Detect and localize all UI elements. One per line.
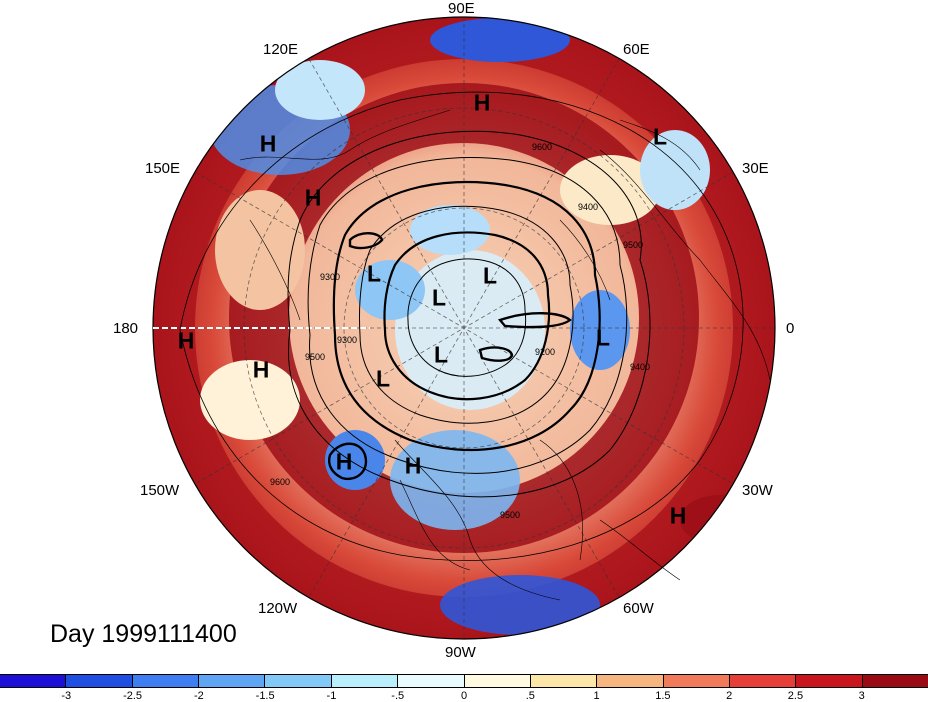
high-pressure-marker: H — [259, 130, 277, 157]
lon-label-60e: 60E — [623, 41, 650, 58]
colorbar-segment — [265, 675, 332, 687]
high-pressure-marker: H — [473, 89, 491, 116]
contour-label: 9600 — [532, 142, 552, 152]
contour-label: 9500 — [623, 240, 643, 250]
colorbar-tick-label: -1.5 — [255, 690, 275, 702]
contour-label: 9200 — [535, 347, 555, 357]
colorbar-tick-label: 3 — [858, 690, 865, 702]
high-pressure-marker: H — [177, 327, 195, 354]
colorbar-segment — [0, 675, 67, 687]
colorbar-tick-label: -1 — [326, 690, 337, 702]
contour-label: 9400 — [578, 202, 598, 212]
colorbar-segment — [597, 675, 664, 687]
colorbar-tick-label: 2.5 — [787, 690, 804, 702]
coastlines — [239, 109, 771, 601]
high-pressure-marker: H — [404, 452, 422, 479]
lon-label-0: 0 — [786, 320, 795, 337]
colorbar-tick-label: 1 — [593, 690, 600, 702]
map-title: Day 1999111400 — [50, 620, 237, 648]
low-pressure-marker: H — [335, 448, 353, 475]
low-pressure-marker: L — [595, 324, 611, 351]
contour-label: 9500 — [305, 352, 325, 362]
high-pressure-marker: H — [304, 184, 322, 211]
colorbar-segment — [796, 675, 863, 687]
graticule — [153, 17, 775, 639]
colorbar-segment — [331, 675, 399, 687]
colorbar-tick-label: -.5 — [391, 690, 405, 702]
colorbar-segment — [729, 675, 797, 687]
colorbar-tick-label: 1.5 — [655, 690, 671, 702]
contour-label: 9500 — [500, 510, 520, 520]
colorbar-segment — [398, 675, 465, 687]
low-pressure-marker: L — [366, 260, 382, 287]
low-pressure-marker: L — [375, 365, 391, 392]
lon-label-60w: 60W — [623, 600, 654, 617]
lon-label-90w: 90W — [445, 644, 476, 661]
lon-label-90e: 90E — [448, 0, 475, 17]
low-pressure-marker: L — [652, 123, 668, 150]
lon-label-180: 180 — [113, 320, 139, 337]
colorbar-segment — [530, 675, 598, 687]
colorbar-segment — [862, 675, 928, 687]
contour-label: 9600 — [270, 477, 290, 487]
colorbar-segment — [199, 675, 266, 687]
colorbar — [0, 674, 928, 688]
lon-label-120e: 120E — [263, 41, 299, 58]
lon-label-150e: 150E — [145, 160, 181, 177]
lon-label-30w: 30W — [742, 482, 773, 499]
high-pressure-marker: H — [669, 502, 687, 529]
colorbar-tick-label: -3 — [61, 690, 72, 702]
contour-label: 9400 — [630, 362, 650, 372]
colorbar-segment — [464, 675, 531, 687]
low-pressure-marker: L — [482, 262, 498, 289]
contour-label: 9300 — [320, 272, 340, 282]
lon-label-120w: 120W — [258, 600, 298, 617]
colorbar-tick-label: -2.5 — [123, 690, 143, 702]
height-contours — [179, 91, 744, 561]
lon-label-30e: 30E — [742, 160, 769, 177]
colorbar-segment — [132, 675, 200, 687]
colorbar-tick-label: 0 — [460, 690, 468, 702]
low-pressure-marker: L — [431, 284, 447, 311]
high-pressure-marker: H — [252, 356, 270, 383]
contour-label: 9300 — [337, 335, 357, 345]
lon-label-150w: 150W — [140, 482, 180, 499]
colorbar-segment — [663, 675, 730, 687]
colorbar-tick-label: .5 — [525, 690, 535, 702]
low-pressure-marker: L — [433, 341, 449, 368]
colorbar-segment — [66, 675, 133, 687]
colorbar-tick-label: 2 — [726, 690, 733, 702]
colorbar-tick-label: -2 — [193, 690, 204, 702]
